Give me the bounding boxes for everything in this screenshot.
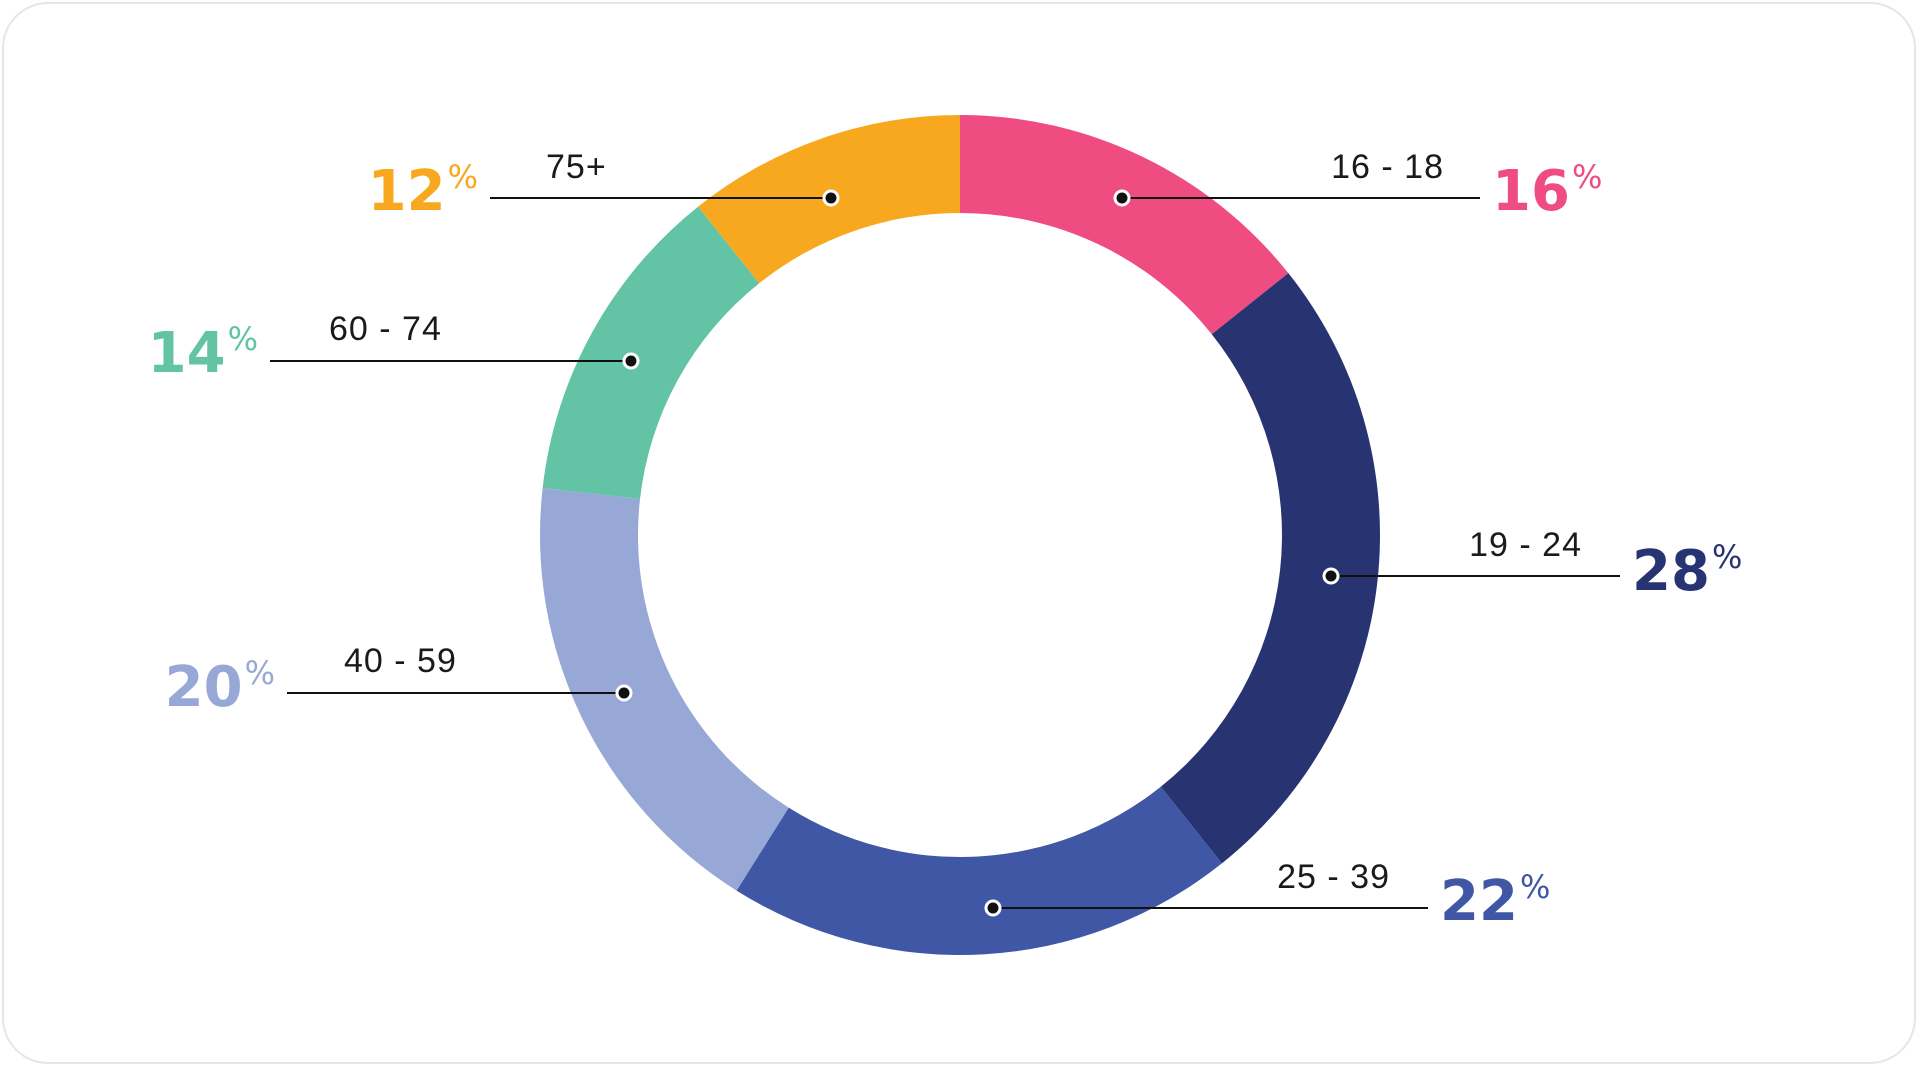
leader-dot-25-39 <box>984 899 1002 917</box>
percent-sign: % <box>1712 538 1742 576</box>
leader-dot-19-24 <box>1322 567 1340 585</box>
category-label-60-74: 60 - 74 <box>329 310 442 348</box>
percent-value: 28 <box>1632 539 1710 604</box>
category-label-19-24: 19 - 24 <box>1469 526 1582 564</box>
percent-value: 12 <box>368 159 446 224</box>
percent-label-40-59: 20% <box>165 654 275 720</box>
leader-dot-60-74 <box>622 352 640 370</box>
percent-label-75: 12% <box>368 158 478 224</box>
percent-sign: % <box>1520 868 1550 906</box>
slice-19-24 <box>1160 273 1380 864</box>
slice-40-59 <box>540 487 789 891</box>
percent-label-60-74: 14% <box>148 320 258 386</box>
percent-sign: % <box>448 158 478 196</box>
percent-value: 20 <box>165 655 243 720</box>
category-label-75: 75+ <box>546 148 607 186</box>
percent-label-16-18: 16% <box>1492 158 1602 224</box>
leader-dot-40-59 <box>615 684 633 702</box>
percent-value: 22 <box>1440 869 1518 934</box>
category-label-40-59: 40 - 59 <box>344 642 457 680</box>
percent-sign: % <box>228 320 258 358</box>
percent-value: 14 <box>148 321 226 386</box>
leader-dot-16-18 <box>1113 189 1131 207</box>
leader-dot-75 <box>822 189 840 207</box>
percent-sign: % <box>245 654 275 692</box>
percent-label-25-39: 22% <box>1440 868 1550 934</box>
percent-sign: % <box>1572 158 1602 196</box>
percent-label-19-24: 28% <box>1632 538 1742 604</box>
category-label-25-39: 25 - 39 <box>1277 858 1390 896</box>
slice-60-74 <box>542 206 760 499</box>
slice-25-39 <box>736 786 1222 955</box>
slice-16-18 <box>960 115 1289 335</box>
percent-value: 16 <box>1492 159 1570 224</box>
category-label-16-18: 16 - 18 <box>1331 148 1444 186</box>
